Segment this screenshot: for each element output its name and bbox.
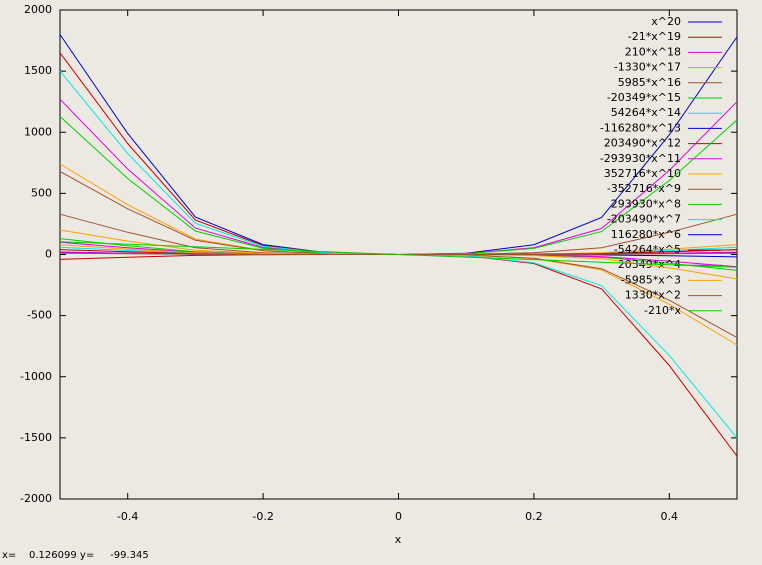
legend-label: -21*x^19 [628, 30, 681, 43]
legend-label: -54264*x^5 [614, 243, 681, 256]
legend-label: 116280*x^6 [611, 228, 681, 241]
y-tick-label: 1000 [24, 125, 52, 138]
legend-label: 352716*x^10 [604, 167, 681, 180]
status-bar: x= 0.126099 y= -99.345 [2, 550, 149, 561]
x-tick-label: -0.2 [252, 510, 273, 523]
y-tick-label: 1500 [24, 64, 52, 77]
y-tick-label: -500 [27, 309, 52, 322]
legend-label: -352716*x^9 [607, 182, 681, 195]
y-tick-label: -1000 [20, 370, 52, 383]
x-tick-label: -0.4 [117, 510, 138, 523]
y-tick-label: 500 [31, 186, 52, 199]
legend-label: 210*x^18 [625, 45, 681, 58]
legend-label: -203490*x^7 [607, 213, 681, 226]
legend-label: 5985*x^16 [618, 76, 681, 89]
legend-label: x^20 [651, 15, 681, 28]
y-tick-label: -2000 [20, 492, 52, 505]
legend-label: 203490*x^12 [604, 137, 681, 150]
legend-label: -293930*x^11 [600, 152, 681, 165]
x-tick-label: 0.4 [661, 510, 679, 523]
legend-label: -210*x [644, 304, 681, 317]
x-tick-label: 0 [395, 510, 402, 523]
y-tick-label: 0 [45, 248, 52, 261]
y-tick-label: 2000 [24, 3, 52, 16]
series-line [59, 241, 738, 268]
legend-label: 54264*x^14 [611, 106, 681, 119]
legend-label: -1330*x^17 [614, 61, 681, 74]
x-tick-label: 0.2 [525, 510, 543, 523]
x-axis-label: x [395, 533, 402, 546]
legend-label: 293930*x^8 [611, 197, 681, 210]
legend-label: -116280*x^13 [600, 121, 681, 134]
y-tick-label: -1500 [20, 431, 52, 444]
legend-label: -5985*x^3 [621, 273, 681, 286]
legend-label: -20349*x^15 [607, 91, 681, 104]
legend-label: 1330*x^2 [625, 289, 681, 302]
